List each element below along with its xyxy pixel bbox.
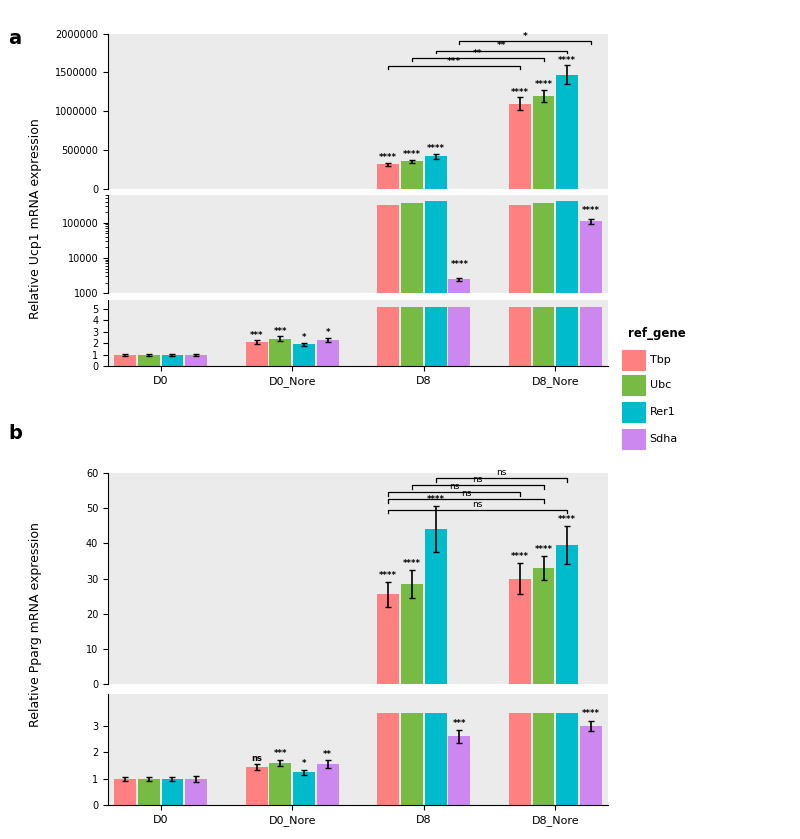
Text: ****: **** (450, 259, 468, 268)
Bar (425, 529, 446, 685)
Text: ****: **** (403, 149, 421, 159)
Bar (246, 767, 267, 805)
Bar (556, 712, 578, 805)
Bar (317, 340, 338, 367)
Text: ****: **** (511, 87, 529, 96)
Text: ****: **** (582, 206, 600, 215)
Bar (533, 96, 554, 189)
Bar (425, 306, 446, 367)
Text: ref_gene: ref_gene (628, 327, 686, 340)
Text: ****: **** (403, 559, 421, 568)
Bar (138, 355, 160, 367)
Bar (162, 355, 183, 367)
Text: ****: **** (558, 55, 576, 65)
Bar (401, 712, 423, 805)
Bar (270, 339, 291, 367)
Bar (449, 737, 470, 805)
Text: ****: **** (534, 545, 553, 554)
Bar (533, 568, 554, 685)
Text: ***: *** (250, 331, 263, 340)
Text: Rer1: Rer1 (650, 407, 675, 417)
Bar (449, 279, 470, 839)
Bar (401, 584, 423, 685)
Bar (509, 712, 530, 805)
Bar (580, 726, 602, 805)
Bar (378, 594, 399, 685)
Text: Relative Ucp1 mRNA expression: Relative Ucp1 mRNA expression (30, 117, 42, 319)
Text: Sdha: Sdha (650, 434, 678, 444)
Text: ns: ns (449, 482, 459, 492)
Bar (425, 156, 446, 189)
Bar (556, 306, 578, 367)
Text: Relative Pparg mRNA expression: Relative Pparg mRNA expression (30, 523, 42, 727)
Text: ****: **** (426, 496, 445, 504)
Bar (293, 772, 315, 805)
Bar (509, 205, 530, 839)
Bar (378, 306, 399, 367)
Bar (509, 306, 530, 367)
Text: *: * (302, 333, 306, 342)
Bar (317, 764, 338, 805)
Text: ****: **** (558, 515, 576, 524)
Text: ***: *** (274, 327, 287, 336)
Text: ns: ns (251, 754, 262, 763)
Bar (556, 201, 578, 839)
Bar (401, 161, 423, 189)
Text: *: * (522, 32, 527, 41)
Text: Ubc: Ubc (650, 380, 671, 390)
Bar (425, 201, 446, 839)
Text: ***: *** (453, 719, 466, 727)
Bar (162, 779, 183, 805)
Text: ***: *** (274, 749, 287, 758)
Bar (114, 355, 136, 367)
Bar (114, 779, 136, 805)
Text: b: b (8, 424, 22, 443)
Bar (533, 203, 554, 839)
Bar (138, 779, 160, 805)
Bar (270, 763, 291, 805)
Text: ****: **** (426, 144, 445, 154)
Text: ****: **** (511, 552, 529, 561)
Bar (425, 712, 446, 805)
Text: ****: **** (582, 710, 600, 718)
Text: ns: ns (496, 468, 506, 477)
Bar (509, 579, 530, 685)
Bar (186, 355, 207, 367)
Text: ns: ns (473, 476, 483, 484)
Text: **: ** (497, 41, 506, 50)
Text: a: a (8, 29, 21, 49)
Bar (378, 712, 399, 805)
Bar (580, 306, 602, 367)
Bar (293, 345, 315, 367)
Text: ****: **** (379, 571, 398, 581)
Text: Tbp: Tbp (650, 355, 670, 365)
Bar (246, 342, 267, 367)
Text: ns: ns (461, 489, 471, 498)
Bar (186, 779, 207, 805)
Text: ****: **** (379, 153, 398, 162)
Bar (401, 306, 423, 367)
Text: **: ** (473, 49, 482, 58)
Bar (378, 164, 399, 189)
Bar (509, 103, 530, 189)
Bar (556, 75, 578, 189)
Bar (401, 203, 423, 839)
Text: ns: ns (473, 500, 483, 509)
Bar (556, 545, 578, 685)
Bar (378, 205, 399, 839)
Bar (449, 306, 470, 367)
Text: ****: **** (534, 80, 553, 89)
Text: *: * (326, 328, 330, 337)
Text: ***: *** (447, 56, 461, 65)
Bar (533, 306, 554, 367)
Text: *: * (302, 759, 306, 769)
Bar (533, 712, 554, 805)
Bar (580, 221, 602, 839)
Text: **: ** (323, 750, 332, 759)
